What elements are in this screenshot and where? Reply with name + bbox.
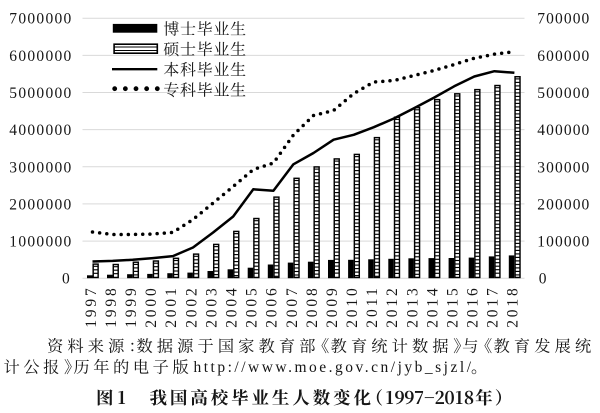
svg-text:2000000: 2000000 [9,196,71,213]
svg-text:400000: 400000 [537,122,589,139]
svg-text:0: 0 [62,271,70,288]
svg-text:500000: 500000 [537,85,589,102]
svg-text:600000: 600000 [537,48,589,65]
svg-text:4000000: 4000000 [9,122,71,139]
svg-text:100000: 100000 [537,234,589,251]
svg-text:6000000: 6000000 [9,48,71,65]
svg-text:0: 0 [539,271,547,288]
svg-text:300000: 300000 [537,159,589,176]
svg-text:5000000: 5000000 [9,85,71,102]
svg-text:7000000: 7000000 [9,11,71,28]
svg-text:700000: 700000 [537,11,589,28]
svg-text:1000000: 1000000 [9,234,71,251]
svg-text:200000: 200000 [537,196,589,213]
svg-text:3000000: 3000000 [9,159,71,176]
